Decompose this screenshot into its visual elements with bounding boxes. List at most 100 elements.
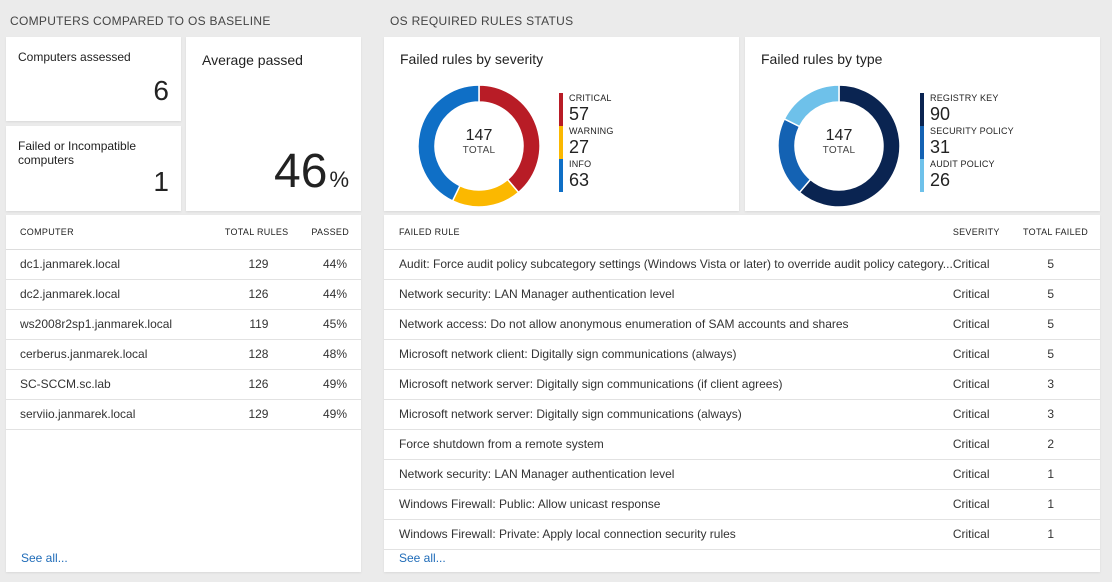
header-total-rules[interactable]: TOTAL RULES	[208, 215, 301, 250]
computers-see-all-link[interactable]: See all...	[21, 551, 68, 565]
donut-slice-warning[interactable]	[451, 178, 520, 208]
total-failed-cell: 2	[1019, 429, 1100, 460]
type-donut-center: 147 TOTAL	[799, 127, 879, 156]
total-rules-cell: 129	[208, 399, 301, 430]
legend-item-info[interactable]: INFO 63	[559, 159, 614, 192]
table-row[interactable]: Microsoft network server: Digitally sign…	[384, 369, 1100, 400]
severity-total-value: 147	[465, 127, 493, 144]
average-passed-number: 46	[274, 145, 328, 198]
header-failed-rule[interactable]: FAILED RULE	[384, 215, 953, 250]
passed-cell: 48%	[300, 339, 361, 370]
table-row[interactable]: Windows Firewall: Private: Apply local c…	[384, 519, 1100, 550]
table-row[interactable]: Microsoft network client: Digitally sign…	[384, 339, 1100, 370]
table-row[interactable]: Microsoft network server: Digitally sign…	[384, 399, 1100, 430]
failed-rules-table-body: Audit: Force audit policy subcategory se…	[384, 249, 1100, 550]
rules-section-title: OS REQUIRED RULES STATUS	[390, 14, 574, 28]
table-row[interactable]: serviio.janmarek.local 129 49%	[6, 399, 361, 430]
failed-rule-cell: Network access: Do not allow anonymous e…	[384, 309, 953, 340]
average-passed-tile[interactable]: Average passed 46%	[186, 37, 361, 211]
donut-slice-info[interactable]	[417, 84, 480, 202]
average-passed-unit: %	[329, 167, 349, 192]
donut-slice-registry-key[interactable]	[798, 84, 901, 208]
failed-rule-text: Microsoft network server: Digitally sign…	[399, 377, 783, 391]
table-row[interactable]: dc1.janmarek.local 129 44%	[6, 249, 361, 280]
computers-table-body: dc1.janmarek.local 129 44% dc2.janmarek.loc…	[6, 249, 361, 430]
total-failed-cell: 1	[1019, 459, 1100, 490]
legend-item-critical[interactable]: CRITICAL 57	[559, 93, 614, 126]
header-passed[interactable]: PASSED	[300, 215, 361, 250]
failed-rule-text: Microsoft network server: Digitally sign…	[399, 407, 742, 421]
table-row[interactable]: dc2.janmarek.local 126 44%	[6, 279, 361, 310]
computers-assessed-tile[interactable]: Computers assessed 6	[6, 37, 181, 121]
legend-value: 31	[930, 137, 951, 157]
legend-text: SECURITY POLICY 31	[930, 126, 1014, 159]
failed-rule-text: Microsoft network client: Digitally sign…	[399, 347, 737, 361]
header-severity[interactable]: SEVERITY	[952, 215, 1020, 250]
table-row[interactable]: Network security: LAN Manager authentica…	[384, 279, 1100, 310]
type-chart-tile[interactable]: Failed rules by type 147 TOTAL REGISTRY …	[745, 37, 1100, 211]
legend-color-swatch	[920, 126, 924, 159]
table-row[interactable]: SC-SCCM.sc.lab 126 49%	[6, 369, 361, 400]
table-row[interactable]: cerberus.janmarek.local 128 48%	[6, 339, 361, 370]
failed-rules-table: FAILED RULE SEVERITY TOTAL FAILED Audit:…	[384, 215, 1100, 550]
severity-chart-tile[interactable]: Failed rules by severity 147 TOTAL CRITI…	[384, 37, 739, 211]
severity-cell: Critical	[952, 309, 1020, 340]
legend-value: 63	[569, 170, 590, 190]
legend-text: WARNING 27	[569, 126, 614, 159]
legend-color-swatch	[920, 159, 924, 192]
legend-color-swatch	[559, 93, 563, 126]
failed-rule-cell: Microsoft network server: Digitally sign…	[384, 399, 953, 430]
table-row[interactable]: Audit: Force audit policy subcategory se…	[384, 249, 1100, 280]
table-row[interactable]: Network access: Do not allow anonymous e…	[384, 309, 1100, 340]
computer-name-cell: serviio.janmarek.local	[6, 399, 209, 430]
severity-total-label: TOTAL	[462, 145, 496, 156]
total-failed-cell: 5	[1019, 249, 1100, 280]
failed-rule-text: Network security: LAN Manager authentica…	[399, 287, 675, 301]
computers-table: COMPUTER TOTAL RULES PASSED dc1.janmarek…	[6, 215, 361, 430]
header-computer[interactable]: COMPUTER	[6, 215, 209, 250]
failed-rule-cell: Windows Firewall: Private: Apply local c…	[384, 519, 953, 550]
failed-computers-tile[interactable]: Failed or Incompatible computers 1	[6, 126, 181, 211]
legend-item-warning[interactable]: WARNING 27	[559, 126, 614, 159]
total-failed-cell: 3	[1019, 399, 1100, 430]
rules-see-all-link[interactable]: See all...	[399, 551, 446, 565]
computers-table-panel: COMPUTER TOTAL RULES PASSED dc1.janmarek…	[6, 215, 361, 572]
legend-value: 27	[569, 137, 590, 157]
computers-assessed-value: 6	[153, 75, 169, 106]
passed-cell: 49%	[300, 399, 361, 430]
legend-label: INFO	[569, 159, 592, 169]
computers-section-title: COMPUTERS COMPARED TO OS BASELINE	[10, 14, 271, 28]
type-total-value: 147	[825, 127, 853, 144]
severity-cell: Critical	[952, 519, 1020, 550]
computers-table-header: COMPUTER TOTAL RULES PASSED	[6, 215, 361, 250]
severity-donut-center: 147 TOTAL	[439, 127, 519, 156]
passed-cell: 49%	[300, 369, 361, 400]
passed-cell: 44%	[300, 279, 361, 310]
legend-item-security-policy[interactable]: SECURITY POLICY 31	[920, 126, 1014, 159]
legend-value: 90	[930, 104, 951, 124]
donut-slice-audit-policy[interactable]	[783, 84, 840, 128]
severity-donut-chart	[417, 84, 541, 208]
computer-name-cell: cerberus.janmarek.local	[6, 339, 209, 370]
table-row[interactable]: Force shutdown from a remote system Criti…	[384, 429, 1100, 460]
computers-assessed-label: Computers assessed	[18, 50, 131, 64]
legend-item-audit-policy[interactable]: AUDIT POLICY 26	[920, 159, 1014, 192]
failed-rule-text: Windows Firewall: Private: Apply local c…	[399, 527, 736, 541]
table-row[interactable]: ws2008r2sp1.janmarek.local 119 45%	[6, 309, 361, 340]
table-row[interactable]: Windows Firewall: Public: Allow unicast …	[384, 489, 1100, 520]
total-failed-cell: 5	[1019, 279, 1100, 310]
legend-text: CRITICAL 57	[569, 93, 612, 126]
legend-color-swatch	[920, 93, 924, 126]
total-rules-cell: 119	[208, 309, 301, 340]
failed-rule-cell: Network security: LAN Manager authentica…	[384, 279, 953, 310]
legend-value: 57	[569, 104, 590, 124]
total-rules-cell: 128	[208, 339, 301, 370]
failed-rule-cell: Network security: LAN Manager authentica…	[384, 459, 953, 490]
table-row[interactable]: Network security: LAN Manager authentica…	[384, 459, 1100, 490]
legend-text: REGISTRY KEY 90	[930, 93, 999, 126]
computer-name-cell: dc1.janmarek.local	[6, 249, 209, 280]
header-total-failed[interactable]: TOTAL FAILED	[1019, 215, 1100, 250]
legend-item-registry-key[interactable]: REGISTRY KEY 90	[920, 93, 1014, 126]
type-legend: REGISTRY KEY 90 SECURITY POLICY 31 AUDIT POL…	[920, 93, 1014, 192]
failed-rule-text: Windows Firewall: Public: Allow unicast …	[399, 497, 661, 511]
